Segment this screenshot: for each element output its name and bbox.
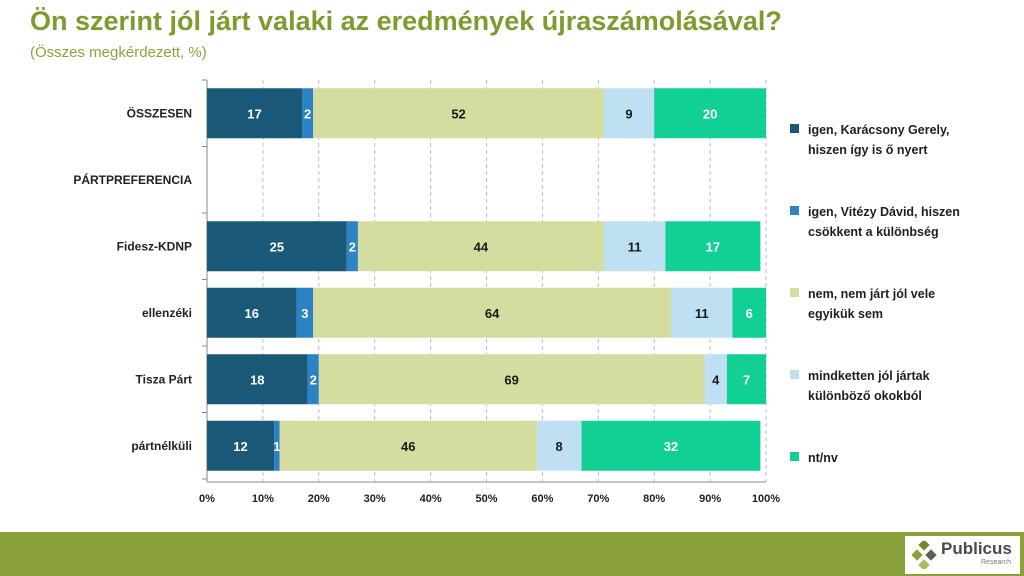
x-tick-label: 10% — [252, 493, 274, 505]
data-label: 2 — [310, 372, 317, 387]
x-tick-label: 0% — [199, 493, 215, 505]
bar-segment — [581, 420, 761, 471]
data-label: 6 — [746, 306, 753, 321]
bar-segment — [313, 287, 671, 338]
data-label: 16 — [244, 306, 258, 321]
x-tick-label: 70% — [587, 493, 609, 505]
bar-segment — [207, 287, 297, 338]
category-label: Tisza Párt — [136, 372, 192, 386]
category-label: ÖSSZESEN — [127, 105, 192, 120]
data-label: 69 — [504, 372, 518, 387]
legend-label: nem, nem járt jól vele egyikük sem — [808, 287, 936, 321]
data-label: 1 — [273, 439, 280, 454]
data-label: 4 — [712, 372, 720, 387]
x-tick-label: 100% — [752, 493, 780, 505]
data-label: 46 — [401, 439, 415, 454]
bar-segment — [704, 354, 727, 405]
bar-segment — [318, 354, 705, 405]
category-label: PÁRTPREFERENCIA — [73, 172, 192, 187]
bar-segment — [207, 221, 347, 272]
data-label: 25 — [270, 239, 284, 254]
data-label: 17 — [247, 106, 261, 121]
data-label: 3 — [301, 306, 308, 321]
bar-segment — [279, 420, 537, 471]
logo-subtitle: Research — [981, 559, 1011, 566]
x-tick-label: 50% — [475, 493, 497, 505]
bar-segment — [313, 88, 604, 139]
bar-segment — [207, 420, 275, 471]
data-label: 17 — [706, 239, 720, 254]
x-tick-label: 40% — [420, 493, 442, 505]
data-label: 44 — [474, 239, 489, 254]
x-tick-label: 20% — [308, 493, 330, 505]
legend-swatch — [790, 124, 799, 133]
bar-segment — [654, 88, 766, 139]
chart-title: Ön szerint jól járt valaki az eredmények… — [30, 6, 782, 36]
logo-name: Publicus — [941, 539, 1012, 558]
bar-segment — [603, 221, 666, 272]
bar-segment — [207, 88, 303, 139]
data-label: 20 — [703, 106, 717, 121]
bar-segment — [665, 221, 761, 272]
stacked-bar-chart: 0% 10% 20% 30% 40% 50% 60% 70% 80% 90% 100% ÖSSZESE… — [73, 79, 780, 505]
data-label: 8 — [556, 439, 563, 454]
legend-swatch — [790, 288, 799, 297]
data-label: 52 — [451, 106, 465, 121]
legend-label: mindketten jól jártak különböző okokból — [808, 369, 930, 403]
publicus-logo: Publicus Research — [905, 536, 1020, 574]
data-label: 2 — [349, 239, 356, 254]
legend-swatch — [790, 452, 799, 461]
publicus-diamond-icon — [911, 541, 937, 569]
data-label: 11 — [628, 239, 642, 254]
bar-segment — [536, 420, 582, 471]
data-label: 11 — [695, 306, 709, 321]
data-label: 9 — [625, 106, 632, 121]
data-label: 12 — [233, 439, 247, 454]
bar-segment — [670, 287, 733, 338]
x-tick-label: 60% — [531, 493, 553, 505]
data-label: 32 — [664, 439, 678, 454]
legend-swatch — [790, 206, 799, 215]
x-tick-label: 90% — [699, 493, 721, 505]
bar-segment — [302, 88, 314, 139]
chart-subtitle: (Összes megkérdezett, %) — [30, 44, 207, 61]
bar-segment — [726, 354, 766, 405]
bar-segment — [207, 354, 308, 405]
bar-segment — [346, 221, 358, 272]
data-label: 2 — [304, 106, 311, 121]
legend-label: igen, Vitézy Dávid, hiszen csökkent a kül… — [808, 205, 960, 239]
bar-segment — [307, 354, 319, 405]
x-tick-label: 30% — [364, 493, 386, 505]
category-label: Fidesz-KDNP — [117, 239, 192, 253]
legend-label: igen, Karácsony Gerely, hiszen így is ő n… — [808, 123, 950, 157]
footer-bar — [0, 532, 1024, 576]
data-label: 18 — [250, 372, 264, 387]
category-label: ellenzéki — [142, 306, 192, 320]
bar-segment — [274, 420, 280, 471]
bar-segment — [357, 221, 604, 272]
data-label: 64 — [485, 306, 500, 321]
category-label: pártnélküli — [131, 439, 192, 453]
bar-segment — [603, 88, 655, 139]
data-label: 7 — [743, 372, 750, 387]
x-tick-label: 80% — [643, 493, 665, 505]
legend-label: nt/nv — [808, 451, 838, 465]
bar-segment — [732, 287, 766, 338]
bar-segment — [296, 287, 314, 338]
legend-swatch — [790, 370, 799, 379]
